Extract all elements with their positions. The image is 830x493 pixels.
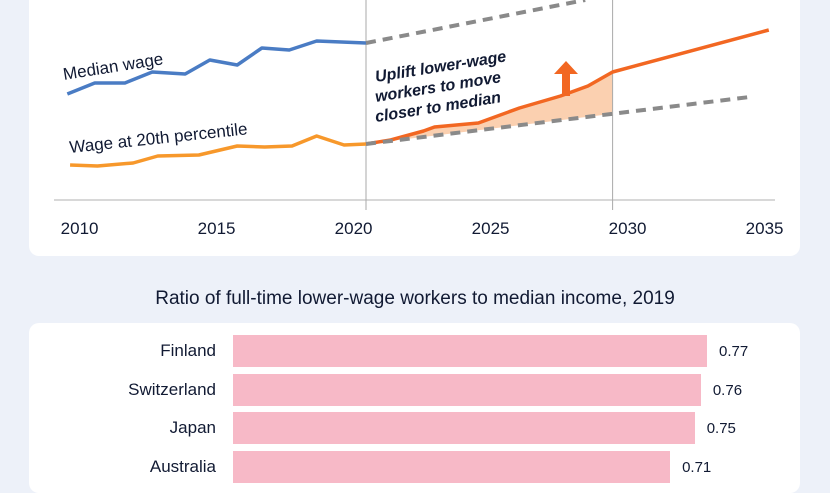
bar-value-label: 0.75	[706, 420, 736, 437]
bar-category-label: Finland	[160, 341, 216, 360]
bar-category-label: Japan	[169, 418, 216, 437]
bar-australia	[233, 450, 671, 483]
bar-japan	[233, 412, 695, 444]
line-chart-card	[29, 0, 800, 256]
x-tick-label: 2020	[335, 219, 373, 238]
series-line-2	[70, 134, 367, 168]
x-tick-label: 2035	[746, 219, 784, 238]
bar-chart-title: Ratio of full-time lower-wage workers to…	[155, 288, 675, 309]
x-tick-label: 2010	[61, 219, 99, 238]
series-line-1	[365, 0, 586, 45]
bar-value-label: 0.77	[719, 343, 749, 360]
series-line-3	[365, 28, 770, 146]
series-line-4	[365, 95, 750, 146]
bar-value-label: 0.71	[682, 458, 712, 476]
uplift-shaded-area	[366, 72, 613, 144]
x-tick-label: 2025	[472, 219, 510, 238]
bar-switzerland	[233, 373, 701, 406]
uplift-arrow-icon	[554, 61, 578, 96]
bar-category-label: Switzerland	[128, 379, 216, 399]
x-tick-label: 2015	[198, 219, 236, 238]
bar-category-label: Australia	[149, 456, 216, 476]
bar-finland	[233, 335, 707, 367]
bar-value-label: 0.76	[712, 381, 743, 399]
series-line-0	[66, 39, 367, 96]
series-label-median: Median wage	[62, 49, 165, 84]
x-tick-label: 2030	[609, 219, 647, 238]
